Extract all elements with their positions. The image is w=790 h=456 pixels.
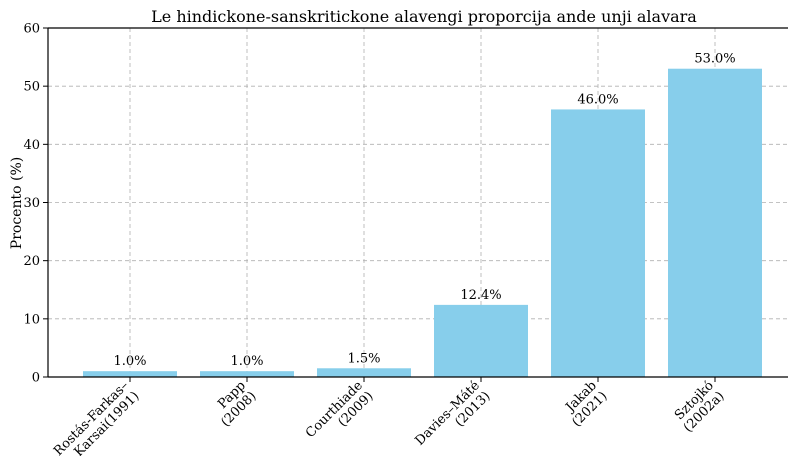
bar-labels: 1.0% 1.0% 1.5% 12.4% 46.0% 53.0% — [113, 52, 735, 369]
y-axis-label: Procento (%) — [9, 157, 25, 249]
bar-value-label: 12.4% — [460, 288, 501, 303]
plot-frame — [47, 27, 788, 378]
bar — [317, 368, 411, 377]
bar-value-label: 46.0% — [577, 92, 618, 107]
bar-value-label: 1.5% — [347, 351, 380, 366]
y-ticks: 0 10 20 30 40 50 60 — [23, 22, 48, 386]
bar — [200, 371, 294, 377]
x-tick-label: Sztojkó(2002a) — [672, 378, 728, 435]
x-tick-label: Papp(2008) — [215, 378, 259, 430]
bar-value-label: 1.0% — [113, 354, 146, 369]
x-ticks: Rostás-Farkas–Karsai(1991) Papp(2008) Cour… — [51, 377, 728, 456]
y-tick-label: 20 — [23, 254, 40, 269]
chart-title: Le hindickone-sanskritickone alavengi pr… — [151, 7, 697, 26]
x-tick-label: Rostás-Farkas–Karsai(1991) — [51, 378, 142, 456]
bars — [83, 68, 762, 377]
bar — [551, 109, 645, 377]
bar — [668, 68, 762, 377]
y-tick-label: 50 — [23, 80, 40, 95]
bar — [83, 371, 177, 377]
y-tick-label: 60 — [23, 22, 40, 37]
x-tick-label: Courthiade(2009) — [303, 378, 376, 441]
y-tick-label: 40 — [23, 138, 40, 153]
y-tick-label: 10 — [23, 312, 40, 327]
bar-value-label: 53.0% — [694, 52, 735, 67]
x-tick-label: Jakab(2021) — [562, 378, 611, 430]
x-tick-label: Davies–Máté(2013) — [412, 378, 493, 449]
y-tick-label: 30 — [23, 196, 40, 211]
bar-value-label: 1.0% — [230, 354, 263, 369]
y-tick-label: 0 — [32, 371, 40, 386]
bar — [434, 304, 528, 377]
